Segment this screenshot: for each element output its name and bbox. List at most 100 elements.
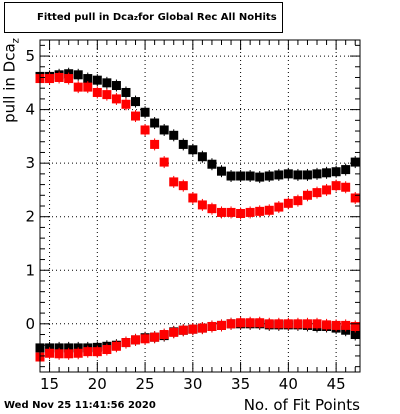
data-point xyxy=(150,139,160,149)
data-point xyxy=(245,171,255,181)
x-tick-label: 30 xyxy=(183,375,202,393)
title-rest: for Global Rec All NoHits xyxy=(137,12,277,23)
data-point xyxy=(322,320,332,330)
data-point xyxy=(293,319,303,329)
data-point xyxy=(83,82,93,92)
y-axis-label: pull in Dcaz xyxy=(0,38,22,123)
data-point xyxy=(111,94,121,104)
data-point xyxy=(283,169,293,179)
data-point xyxy=(331,320,341,330)
data-point xyxy=(226,207,236,217)
data-point xyxy=(92,75,102,85)
y-tick-label: 1 xyxy=(25,261,35,279)
data-point xyxy=(350,321,360,331)
data-point xyxy=(264,205,274,215)
data-point xyxy=(197,200,207,210)
data-point xyxy=(293,196,303,206)
data-point xyxy=(322,168,332,178)
y-tick-label: 0 xyxy=(25,315,35,333)
data-point xyxy=(131,97,141,107)
data-point xyxy=(111,341,121,351)
data-point xyxy=(45,348,55,358)
data-point xyxy=(302,170,312,180)
data-point xyxy=(350,193,360,203)
data-point xyxy=(64,74,74,84)
data-point xyxy=(73,70,83,80)
data-point xyxy=(197,152,207,162)
data-point xyxy=(350,157,360,167)
data-point xyxy=(121,338,131,348)
data-point xyxy=(131,335,141,345)
data-point xyxy=(331,181,341,191)
chart-title: Fitted pull in Dca z for Global Rec All N… xyxy=(4,2,283,33)
data-point xyxy=(207,159,217,169)
data-point xyxy=(264,319,274,329)
data-point xyxy=(341,320,351,330)
data-point xyxy=(111,81,121,91)
data-point xyxy=(312,319,322,329)
data-point xyxy=(150,332,160,342)
data-point xyxy=(73,348,83,358)
data-point xyxy=(140,125,150,135)
title-subscript: z xyxy=(133,13,138,22)
data-point xyxy=(121,87,131,97)
data-point xyxy=(64,349,74,359)
data-point xyxy=(293,170,303,180)
data-point xyxy=(83,347,93,357)
data-point xyxy=(207,204,217,214)
data-point xyxy=(169,130,179,140)
data-point xyxy=(131,111,141,121)
y-tick-label: 2 xyxy=(25,208,35,226)
data-point xyxy=(302,319,312,329)
data-point xyxy=(331,167,341,177)
data-point xyxy=(178,325,188,335)
x-axis-label: No. of Fit Points xyxy=(243,396,360,414)
data-point xyxy=(255,318,265,328)
data-point xyxy=(140,334,150,344)
data-point xyxy=(312,169,322,179)
data-point xyxy=(236,318,246,328)
data-point xyxy=(264,171,274,181)
data-point xyxy=(274,202,284,212)
data-point xyxy=(54,72,64,82)
data-point xyxy=(207,321,217,331)
data-point xyxy=(150,118,160,128)
data-point xyxy=(73,82,83,92)
data-point xyxy=(283,198,293,208)
data-point xyxy=(92,87,102,97)
data-point xyxy=(178,139,188,149)
data-point xyxy=(274,170,284,180)
timestamp: Wed Nov 25 11:41:56 2020 xyxy=(4,400,156,411)
x-tick-label: 20 xyxy=(88,375,107,393)
data-point xyxy=(341,182,351,192)
data-point xyxy=(322,185,332,195)
data-point xyxy=(302,190,312,200)
y-tick-label: 3 xyxy=(25,154,35,172)
data-point xyxy=(197,323,207,333)
series-markers xyxy=(35,67,360,364)
data-point xyxy=(169,177,179,187)
x-tick-label: 25 xyxy=(136,375,155,393)
data-point xyxy=(102,345,112,355)
data-point xyxy=(159,125,169,135)
data-point xyxy=(121,99,131,109)
data-point xyxy=(245,318,255,328)
data-point xyxy=(216,207,226,217)
data-point xyxy=(255,206,265,216)
data-point xyxy=(226,319,236,329)
data-point xyxy=(169,327,179,337)
data-point xyxy=(245,207,255,217)
data-point xyxy=(188,145,198,155)
data-point xyxy=(140,107,150,117)
data-point xyxy=(341,165,351,175)
data-point xyxy=(226,171,236,181)
title-text: Fitted pull in Dca xyxy=(37,12,134,23)
data-point xyxy=(274,319,284,329)
data-point xyxy=(92,347,102,357)
data-point xyxy=(178,181,188,191)
data-point xyxy=(159,330,169,340)
x-tick-label: 15 xyxy=(40,375,59,393)
y-tick-label: 5 xyxy=(25,47,35,65)
